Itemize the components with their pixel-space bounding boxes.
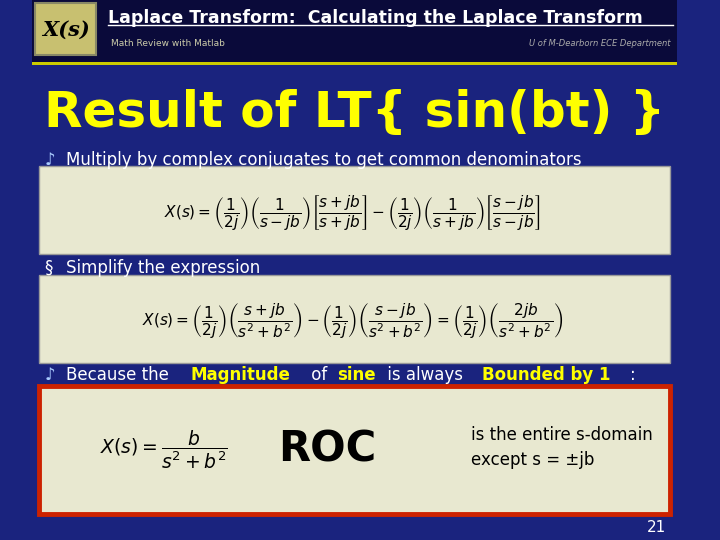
Text: Because the: Because the <box>66 366 174 384</box>
Text: of: of <box>307 366 333 384</box>
Text: Multiply by complex conjugates to get common denominators: Multiply by complex conjugates to get co… <box>66 151 581 169</box>
FancyBboxPatch shape <box>39 386 670 514</box>
Text: $X(s) = \left(\dfrac{1}{2j}\right)\left(\dfrac{s+jb}{s^2+b^2}\right) - \left(\df: $X(s) = \left(\dfrac{1}{2j}\right)\left(… <box>142 301 563 341</box>
FancyBboxPatch shape <box>39 166 670 254</box>
Text: ROC: ROC <box>279 429 377 471</box>
FancyBboxPatch shape <box>35 3 96 55</box>
Text: $X(s) = \dfrac{b}{s^2+b^2}$: $X(s) = \dfrac{b}{s^2+b^2}$ <box>100 429 228 471</box>
Text: Laplace Transform:  Calculating the Laplace Transform: Laplace Transform: Calculating the Lapla… <box>108 9 643 27</box>
Text: U of M-Dearborn ECE Department: U of M-Dearborn ECE Department <box>528 39 670 49</box>
Text: ♪: ♪ <box>44 366 55 384</box>
Text: $X(s) = \left(\dfrac{1}{2j}\right)\left(\dfrac{1}{s-jb}\right)\left[\dfrac{s+jb}: $X(s) = \left(\dfrac{1}{2j}\right)\left(… <box>164 192 541 232</box>
Text: ♪: ♪ <box>44 151 55 169</box>
Text: sine: sine <box>337 366 376 384</box>
Text: Magnitude: Magnitude <box>191 366 291 384</box>
Text: Result of LT{ sin(bt) }: Result of LT{ sin(bt) } <box>44 89 665 137</box>
FancyBboxPatch shape <box>32 62 678 64</box>
Text: Math Review with Matlab: Math Review with Matlab <box>111 39 225 49</box>
Text: Bounded by 1: Bounded by 1 <box>482 366 610 384</box>
Text: §: § <box>44 259 53 277</box>
Text: except s = ±jb: except s = ±jb <box>471 451 595 469</box>
Text: is the entire s-domain: is the entire s-domain <box>471 426 653 444</box>
FancyBboxPatch shape <box>39 275 670 363</box>
Text: X(s): X(s) <box>42 20 89 40</box>
Text: is always: is always <box>382 366 468 384</box>
FancyBboxPatch shape <box>32 0 678 62</box>
Text: :: : <box>630 366 636 384</box>
Text: 21: 21 <box>647 521 667 536</box>
Text: Simplify the expression: Simplify the expression <box>66 259 260 277</box>
